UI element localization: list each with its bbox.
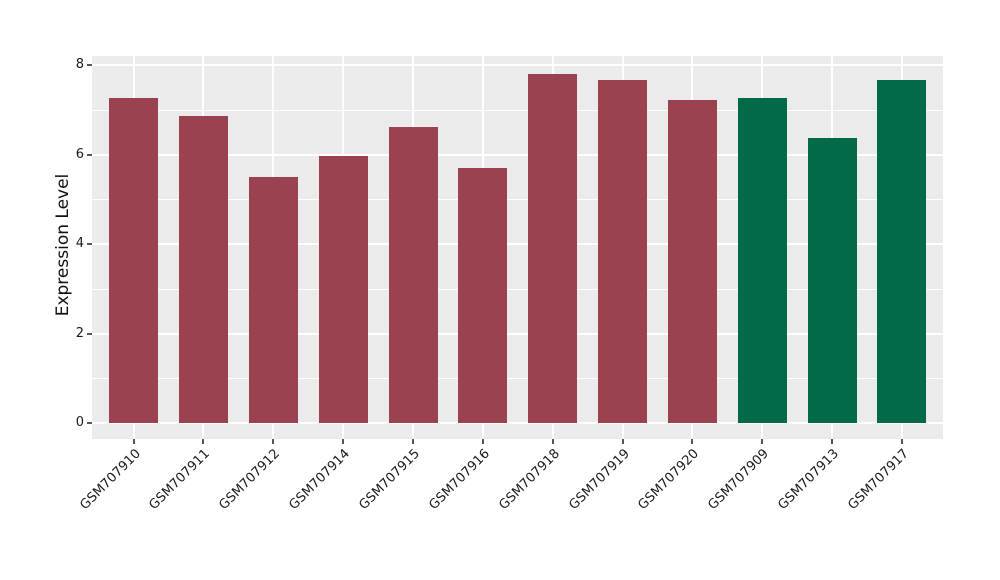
minor-gridline — [92, 288, 943, 290]
x-tick-mark — [551, 439, 554, 444]
minor-gridline — [92, 199, 943, 201]
minor-gridline — [92, 109, 943, 111]
x-tick-mark — [132, 439, 135, 444]
y-tick-mark — [87, 422, 92, 424]
major-gridline — [92, 64, 943, 66]
y-tick-label: 2 — [75, 325, 84, 341]
bar-GSM707914 — [318, 156, 368, 423]
x-tick-mark — [481, 439, 484, 444]
x-tick-mark — [412, 439, 414, 444]
major-gridline — [92, 332, 943, 335]
x-tick-label: GSM707919 — [565, 446, 633, 513]
bar-GSM707916 — [458, 167, 508, 423]
x-tick-label: GSM707915 — [356, 446, 423, 513]
x-tick-label: GSM707914 — [286, 446, 354, 513]
y-tick-label: 4 — [75, 236, 84, 251]
x-tick-mark — [342, 439, 345, 444]
bar-GSM707910 — [109, 97, 159, 423]
y-tick-label: 8 — [75, 57, 84, 72]
x-tick-mark — [691, 439, 694, 444]
y-tick-mark — [87, 332, 92, 335]
x-tick-label: GSM707918 — [496, 446, 563, 513]
x-tick-label: GSM707910 — [76, 446, 144, 513]
x-tick-mark — [202, 439, 205, 444]
bar-GSM707919 — [598, 80, 648, 423]
major-gridline — [92, 243, 943, 245]
bar-GSM707912 — [248, 176, 298, 423]
y-tick-mark — [87, 153, 92, 156]
x-tick-label: GSM707912 — [216, 446, 284, 513]
bar-GSM707915 — [388, 127, 438, 423]
minor-gridline — [92, 378, 943, 380]
x-tick-mark — [900, 439, 903, 444]
bar-GSM707918 — [528, 73, 578, 423]
bar-GSM707920 — [667, 100, 717, 423]
x-tick-mark — [621, 439, 624, 444]
x-tick-mark — [831, 439, 834, 444]
y-tick-label: 0 — [75, 415, 84, 430]
major-gridline — [92, 153, 943, 156]
x-tick-label: GSM707916 — [426, 446, 493, 513]
x-tick-label: GSM707909 — [705, 446, 773, 513]
x-tick-label: GSM707917 — [845, 446, 912, 513]
bar-GSM707917 — [877, 80, 927, 423]
x-tick-label: GSM707920 — [635, 446, 703, 513]
y-tick-mark — [87, 243, 92, 245]
x-tick-label: GSM707911 — [146, 446, 214, 513]
bar-GSM707913 — [807, 137, 857, 423]
bar-GSM707909 — [737, 98, 787, 423]
x-tick-mark — [761, 439, 764, 444]
plot-panel — [92, 56, 943, 439]
bar-GSM707911 — [178, 116, 228, 423]
major-gridline — [92, 422, 943, 424]
x-tick-mark — [272, 439, 275, 444]
x-tick-label: GSM707913 — [775, 446, 843, 513]
y-tick-mark — [87, 64, 92, 66]
y-tick-label: 6 — [75, 146, 84, 162]
